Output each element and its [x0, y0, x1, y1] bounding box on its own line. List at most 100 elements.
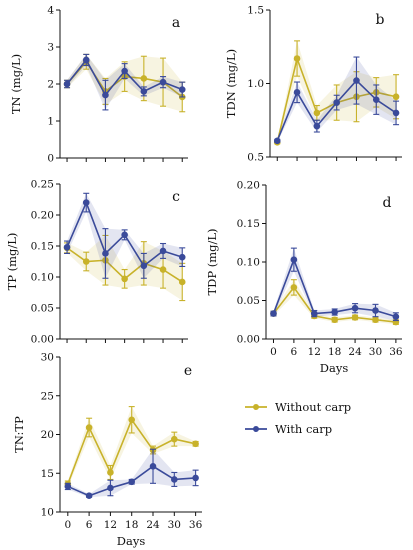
data-point: [128, 478, 136, 486]
data-point: [192, 474, 199, 482]
y-tick-label: 10: [41, 507, 54, 519]
data-point: [102, 91, 109, 99]
x-tick-label: 12: [308, 346, 321, 358]
data-point: [128, 416, 136, 424]
y-tick-label: 0.10: [31, 272, 54, 284]
y-tick-label: 0.00: [31, 334, 54, 346]
x-tick-label: 36: [389, 346, 403, 358]
data-point: [171, 435, 178, 443]
data-point: [159, 266, 167, 273]
data-point: [107, 484, 114, 492]
panel-letter: c: [172, 189, 180, 205]
panel-c: 0.00 0.05 0.10 0.15 0.20 0.25 TP (mg/L) c: [5, 179, 188, 346]
data-point: [353, 77, 360, 84]
data-point: [392, 313, 400, 320]
y-axis-label: TDN (mg/L): [224, 49, 238, 118]
y-tick-label: 0: [47, 153, 54, 165]
data-point: [63, 80, 71, 88]
y-tick-label: 0.20: [237, 180, 260, 192]
data-point: [107, 469, 114, 476]
y-tick-label: 0.05: [237, 295, 260, 307]
data-point: [63, 243, 71, 251]
y-tick-label: 15: [41, 468, 54, 480]
y-tick-label: 0.00: [237, 334, 260, 346]
data-point: [64, 483, 72, 490]
x-tick-label: 6: [86, 519, 93, 531]
x-tick-label: 24: [146, 519, 160, 531]
legend-label: Without carp: [275, 400, 351, 414]
data-point: [293, 55, 301, 62]
series-with: [63, 192, 186, 279]
data-point: [178, 86, 186, 93]
y-tick-label: 1.5: [247, 5, 264, 17]
y-tick-label: 0.05: [31, 303, 54, 315]
y-tick-label: 0.25: [31, 179, 54, 191]
data-point: [372, 307, 379, 314]
panel-letter: d: [383, 195, 392, 211]
data-point: [290, 256, 298, 263]
data-point: [121, 231, 128, 239]
y-tick-label: 4: [47, 5, 54, 17]
x-tick-label: 30: [369, 346, 382, 358]
data-point: [333, 99, 340, 106]
y-tick-label: 0.15: [31, 241, 54, 253]
y-tick-label: 1.0: [247, 78, 264, 90]
panel-letter: e: [184, 363, 192, 379]
legend-swatch-marker: [253, 404, 259, 410]
x-tick-label: 0: [64, 519, 71, 531]
data-point: [140, 262, 148, 270]
data-point: [392, 93, 400, 101]
x-axis-label: Days: [117, 534, 146, 548]
y-tick-label: 0.20: [31, 210, 54, 222]
data-point: [192, 440, 199, 448]
data-point: [351, 314, 359, 321]
data-point: [140, 75, 148, 82]
data-point: [85, 424, 93, 431]
data-point: [82, 199, 90, 206]
data-point: [159, 247, 167, 255]
data-point: [171, 476, 178, 483]
legend-swatch-marker: [253, 426, 259, 432]
data-point: [121, 275, 128, 283]
y-tick-label: 0.5: [247, 152, 264, 164]
y-tick-label: 0.10: [237, 257, 260, 269]
y-tick-label: 25: [41, 390, 54, 402]
data-point: [149, 462, 157, 470]
data-point: [159, 78, 167, 86]
data-point: [270, 310, 277, 317]
y-tick-label: 2: [47, 79, 54, 91]
x-tick-label: 0: [270, 346, 277, 358]
panel-letter: a: [172, 15, 180, 31]
x-tick-label: 18: [125, 519, 138, 531]
data-point: [313, 109, 321, 117]
y-tick-label: 0.15: [237, 218, 260, 230]
panel-a: 0 1 2 3 4 TN (mg/L) a: [9, 5, 188, 165]
y-tick-label: 1: [47, 116, 54, 128]
x-axis-label: Days: [320, 361, 349, 375]
y-tick-label: 3: [47, 42, 54, 54]
legend-label: With carp: [275, 422, 332, 436]
data-point: [82, 56, 90, 64]
data-point: [313, 122, 321, 130]
panel-d: 0.00 0.05 0.10 0.15 0.20 0 6 12 18 24 30 36 TDP (mg/…: [205, 180, 403, 376]
series-with: [273, 56, 400, 145]
y-axis-label: TP (mg/L): [5, 233, 19, 291]
data-point: [293, 89, 301, 96]
x-tick-label: 18: [328, 346, 341, 358]
data-point: [102, 250, 109, 257]
data-point: [331, 308, 338, 316]
data-point: [85, 492, 93, 500]
x-tick-label: 12: [104, 519, 117, 531]
data-point: [392, 109, 400, 117]
data-point: [310, 310, 318, 317]
x-tick-label: 6: [291, 346, 298, 358]
error-band: [67, 235, 183, 301]
data-point: [290, 284, 298, 291]
data-point: [273, 137, 281, 145]
series-with: [64, 448, 199, 500]
data-point: [351, 304, 359, 312]
x-tick-label: 36: [189, 519, 203, 531]
y-axis-label: TDP (mg/L): [205, 228, 219, 295]
error-band: [67, 449, 196, 498]
error-band: [67, 54, 183, 110]
